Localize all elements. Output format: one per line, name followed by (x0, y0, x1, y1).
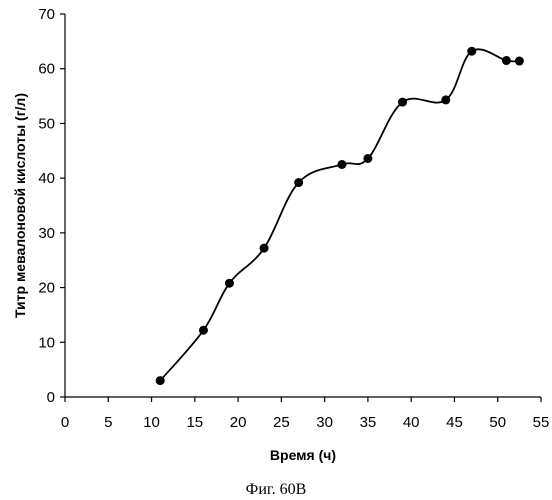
y-tick-label: 70 (38, 6, 55, 23)
data-points (156, 47, 524, 385)
x-axis-title: Время (ч) (270, 447, 336, 463)
x-tick-label: 10 (143, 414, 160, 431)
y-tick-label: 50 (38, 115, 55, 132)
data-point (502, 56, 511, 65)
data-point (199, 326, 208, 335)
y-tick-label: 40 (38, 170, 55, 187)
y-tick-label: 20 (38, 280, 55, 297)
data-point (398, 98, 407, 107)
x-tick-label: 45 (446, 414, 463, 431)
data-point (337, 160, 346, 169)
x-tick-label: 30 (316, 414, 333, 431)
y-tick-label: 60 (38, 61, 55, 78)
data-point (294, 178, 303, 187)
data-point (225, 279, 234, 288)
x-tick-label: 20 (230, 414, 247, 431)
x-tick-label: 0 (61, 414, 69, 431)
x-tick-label: 5 (104, 414, 112, 431)
y-tick-label: 0 (47, 389, 55, 406)
x-tick-label: 40 (403, 414, 420, 431)
y-tick-label: 30 (38, 225, 55, 242)
figure-caption: Фиг. 60В (246, 481, 307, 498)
x-tick-label: 25 (273, 414, 290, 431)
axes (65, 14, 541, 397)
series-line (160, 49, 519, 380)
x-tick-label: 15 (186, 414, 203, 431)
data-point (515, 57, 524, 66)
y-tick-label: 10 (38, 334, 55, 351)
x-tick-label: 55 (533, 414, 550, 431)
x-tick-label: 35 (360, 414, 377, 431)
x-tick-label: 50 (489, 414, 506, 431)
y-ticks: 0 10 20 30 40 50 60 70 (38, 6, 65, 406)
y-axis-title: Титр мевалоновой кислоты (г/л) (12, 93, 28, 318)
data-point (441, 95, 450, 104)
x-ticks: 0 5 10 15 20 25 30 35 40 45 50 55 (61, 397, 550, 431)
data-point (363, 154, 372, 163)
data-point (156, 376, 165, 385)
data-point (467, 47, 476, 56)
data-point (260, 244, 269, 253)
